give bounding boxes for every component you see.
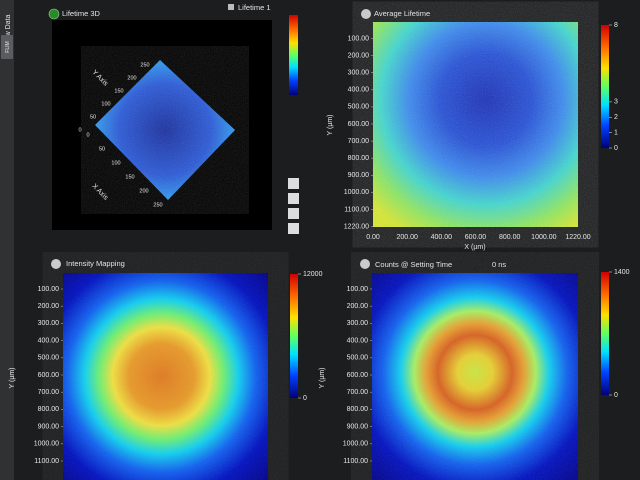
- heatmap-texture: [63, 273, 268, 480]
- flim-button-label[interactable]: FLIM: [5, 41, 11, 52]
- x-tick-label: 100: [111, 160, 120, 166]
- y-tick-label: 200: [127, 75, 136, 81]
- sidebar-tab[interactable]: Raw Data: [5, 15, 12, 46]
- panel-icon[interactable]: [51, 259, 61, 269]
- x-tick-label: 200.00: [396, 234, 418, 241]
- x-tick-label: 1220.00: [565, 234, 590, 241]
- heatmap-texture: [372, 273, 578, 480]
- colorbar: [601, 25, 609, 148]
- tool-button[interactable]: [288, 223, 299, 234]
- y-tick-label: 300.00: [348, 70, 370, 77]
- y-tick-label: 100.00: [347, 286, 369, 293]
- y-tick-label: 800.00: [348, 155, 370, 162]
- colorbar-label: 0: [614, 145, 618, 152]
- y-tick-label: 700.00: [347, 389, 369, 396]
- y-tick-label: 150: [114, 88, 123, 94]
- x-tick-label: 600.00: [465, 234, 487, 241]
- panel-title: Lifetime 3D: [62, 9, 101, 18]
- y-tick-label: 1000.00: [344, 189, 369, 196]
- y-tick-label: 800.00: [38, 406, 60, 413]
- colorbar-label: 1: [614, 129, 618, 136]
- y-tick-label: 1000.00: [343, 441, 368, 448]
- x-tick-label: 150: [125, 174, 134, 180]
- colorbar-label: 8: [614, 22, 618, 29]
- tool-button[interactable]: [288, 208, 299, 219]
- flim-button[interactable]: [1, 35, 13, 59]
- y-tick-label: 900.00: [348, 172, 370, 179]
- colorbar: [290, 274, 298, 398]
- x-tick-label: 0.00: [366, 234, 380, 241]
- colorbar-label: 0: [614, 392, 618, 399]
- colorbar: [601, 272, 609, 395]
- x-tick-label: 0: [86, 132, 89, 138]
- x-tick-label: 800.00: [499, 234, 521, 241]
- y-tick-label: 0: [78, 127, 81, 133]
- panel-icon[interactable]: [360, 259, 370, 269]
- colorbar-label: 0: [303, 395, 307, 402]
- y-tick-label: 600.00: [38, 372, 60, 379]
- y-tick-label: 200.00: [347, 303, 369, 310]
- heatmap-texture: [373, 22, 578, 227]
- y-tick-label: 500.00: [347, 355, 369, 362]
- y-tick-label: 200.00: [348, 52, 370, 59]
- y-tick-label: 1100.00: [34, 458, 59, 465]
- y-tick-label: 600.00: [347, 372, 369, 379]
- x-axis-title: X (µm): [464, 244, 485, 251]
- x-tick-label: 250: [153, 202, 162, 208]
- panel-title: Intensity Mapping: [66, 259, 125, 268]
- surface-texture: [95, 60, 235, 200]
- colorbar: [289, 15, 298, 95]
- y-tick-label: 600.00: [348, 121, 370, 128]
- y-tick-label: 1000.00: [34, 441, 59, 448]
- tool-button[interactable]: [288, 193, 299, 204]
- panel-title: Average Lifetime: [374, 9, 430, 18]
- panel-icon[interactable]: [361, 9, 371, 19]
- y-tick-label: 200.00: [38, 303, 60, 310]
- selector-label[interactable]: Lifetime 1: [238, 3, 271, 12]
- y-tick-label: 500.00: [38, 355, 60, 362]
- x-tick-label: 400.00: [431, 234, 453, 241]
- x-tick-label: 50: [99, 146, 105, 152]
- y-tick-label: 100.00: [38, 286, 60, 293]
- y-tick-label: 900.00: [38, 423, 60, 430]
- y-tick-label: 300.00: [347, 320, 369, 327]
- y-tick-label: 800.00: [347, 406, 369, 413]
- y-axis-title: Y (µm): [9, 367, 16, 388]
- y-tick-label: 500.00: [348, 104, 370, 111]
- y-tick-label: 300.00: [38, 320, 60, 327]
- selector-box[interactable]: [228, 4, 234, 10]
- y-tick-label: 1220.00: [344, 223, 369, 230]
- colorbar-label: 2: [614, 114, 618, 121]
- setting-time: 0 ns: [492, 260, 506, 269]
- x-tick-label: 200: [139, 188, 148, 194]
- y-tick-label: 700.00: [348, 138, 370, 145]
- y-tick-label: 700.00: [38, 389, 60, 396]
- y-axis-title: Y (µm): [327, 114, 334, 135]
- colorbar-label: 1400: [614, 269, 630, 276]
- y-tick-label: 900.00: [347, 423, 369, 430]
- y-axis-title: Y (µm): [319, 367, 326, 388]
- tool-button[interactable]: [288, 178, 299, 189]
- y-tick-label: 1100.00: [344, 206, 369, 213]
- y-tick-label: 100: [101, 101, 110, 107]
- colorbar-label: 3: [614, 99, 618, 106]
- y-tick-label: 400.00: [348, 87, 370, 94]
- panel-icon[interactable]: [48, 8, 60, 20]
- y-tick-label: 400.00: [347, 337, 369, 344]
- y-tick-label: 50: [90, 114, 96, 120]
- x-tick-label: 1000.00: [531, 234, 556, 241]
- view-tools: [288, 178, 299, 234]
- y-tick-label: 100.00: [348, 35, 370, 42]
- panel-title: Counts @ Setting Time: [375, 260, 452, 269]
- y-tick-label: 250: [140, 62, 149, 68]
- sidebar: [0, 0, 14, 480]
- y-tick-label: 1100.00: [343, 458, 368, 465]
- y-tick-label: 400.00: [38, 337, 60, 344]
- colorbar-label: 12000: [303, 271, 323, 278]
